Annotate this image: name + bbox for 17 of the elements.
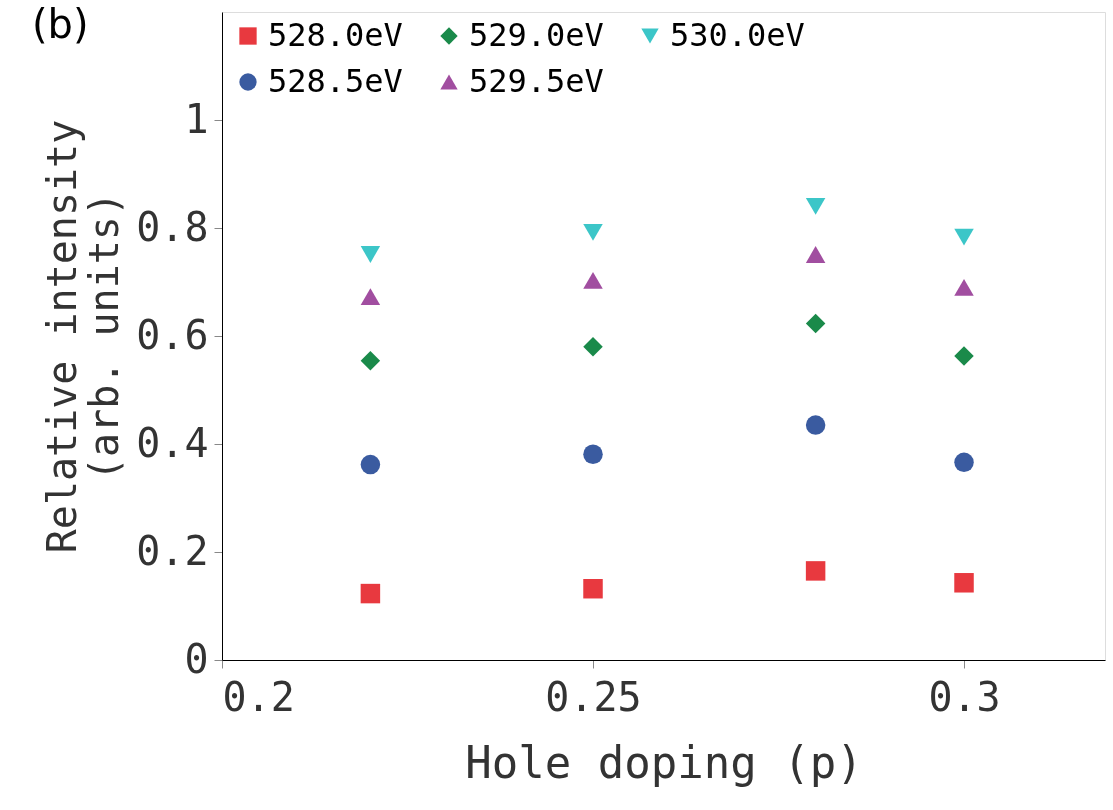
legend-label: 528.0eV — [268, 16, 403, 54]
y-tick-label: 0.4 — [136, 419, 209, 466]
legend-label: 528.5eV — [268, 62, 403, 100]
legend-label: 529.0eV — [469, 16, 604, 54]
legend-label: 529.5eV — [469, 62, 604, 100]
x-axis-title: Hole doping (p) — [465, 736, 863, 788]
x-tick-label: 0.2 — [222, 673, 295, 720]
y-tick-label: 0.2 — [136, 527, 209, 574]
y-tick-label: 0 — [184, 635, 209, 682]
legend-label: 530.0eV — [670, 16, 805, 54]
y-tick-label: 0.8 — [136, 203, 209, 250]
x-tick-label: 0.25 — [545, 673, 642, 720]
x-tick-label: 0.3 — [928, 673, 1001, 720]
y-tick-label: 0.6 — [136, 311, 209, 358]
y-tick-label: 1 — [184, 95, 209, 142]
text: (b) — [32, 1, 89, 47]
y-axis-title: Relative intensity (arb. units) — [39, 119, 128, 554]
